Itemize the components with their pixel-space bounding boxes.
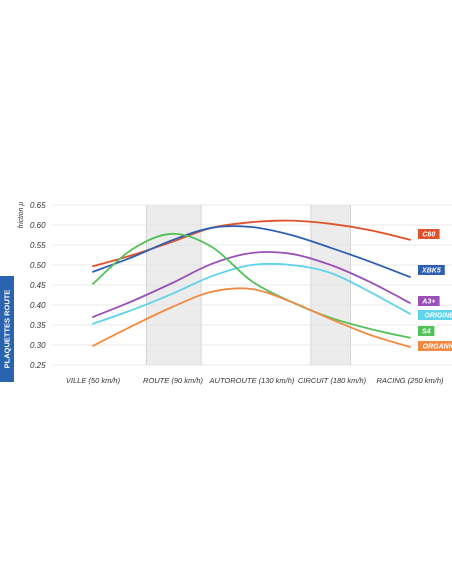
y-axis-ticks: 0.65 0.60 0.55 0.50 0.45 0.40 0.35 0.30 0.25 [30, 201, 46, 370]
y-tick-label: 0.65 [30, 201, 46, 210]
y-tick-label: 0.30 [30, 341, 46, 350]
x-axis-categories: VILLE (50 km/h) ROUTE (90 km/h) AUTOROUTE … [66, 376, 444, 385]
series-label: A3+ [421, 299, 435, 306]
x-category-label: ROUTE (90 km/h) [143, 376, 204, 385]
series-label: ORGANIC [423, 344, 452, 351]
y-tick-label: 0.60 [30, 221, 46, 230]
series-line-a3- [92, 251, 411, 318]
y-tick-label: 0.35 [30, 321, 46, 330]
series-label: XBK5 [421, 268, 441, 275]
series-label-bg [418, 310, 452, 320]
series-labels: C60 XBK5 A3+ ORIGINE S4 ORGANIC [418, 229, 452, 351]
x-category-label: RACING (250 km/h) [376, 376, 444, 385]
series-lines [92, 219, 411, 348]
series-label-bg [418, 265, 445, 275]
series-line-origine [92, 262, 411, 325]
y-axis-label: friction μ [18, 202, 25, 229]
side-label-badge: PLAQUETTES ROUTE [0, 276, 14, 382]
y-tick-label: 0.25 [30, 361, 46, 370]
side-label-text: PLAQUETTES ROUTE [2, 289, 12, 369]
x-category-label: AUTOROUTE (130 km/h) [209, 376, 295, 385]
series-label-bg [418, 229, 440, 239]
series-line-organic [92, 287, 411, 348]
x-category-label: VILLE (50 km/h) [66, 376, 121, 385]
y-tick-label: 0.50 [30, 261, 46, 270]
series-line-xbk5 [92, 225, 411, 278]
series-label-bg [418, 341, 452, 351]
y-tick-label: 0.40 [30, 301, 46, 310]
series-label: C60 [422, 232, 435, 239]
y-tick-label: 0.45 [30, 281, 46, 290]
series-label-bg [418, 296, 440, 306]
y-tick-label: 0.55 [30, 241, 46, 250]
series-label-bg [418, 326, 435, 336]
series-label: S4 [422, 329, 431, 336]
series-label: ORIGINE [424, 313, 452, 320]
series-line-s4 [92, 232, 411, 339]
x-category-label: CIRCUIT (180 km/h) [298, 376, 367, 385]
